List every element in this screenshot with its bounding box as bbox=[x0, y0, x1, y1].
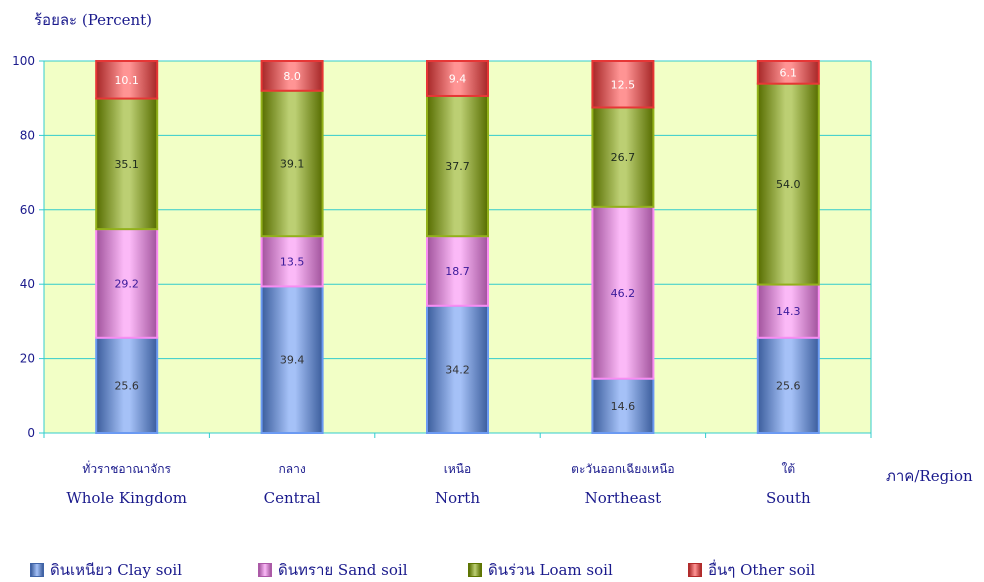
legend: ดินเหนียว Clay soil ดินทราย Sand soil ดินร… bbox=[30, 558, 984, 580]
data-label: 46.2 bbox=[611, 287, 636, 300]
legend-label: ดินเหนียว Clay soil bbox=[50, 561, 183, 579]
x-tick-label-english: South bbox=[765, 489, 811, 507]
bar-segment bbox=[95, 336, 159, 435]
bar-segment bbox=[756, 336, 820, 435]
bar-segment bbox=[260, 60, 324, 92]
data-label: 26.7 bbox=[611, 151, 636, 164]
data-label: 8.0 bbox=[283, 70, 301, 83]
bar-segment bbox=[756, 60, 820, 85]
x-tick-label-english: Central bbox=[263, 489, 321, 507]
x-tick-label-thai: ทั่วราชอาณาจักร bbox=[82, 462, 171, 476]
y-tick-label: 40 bbox=[20, 277, 35, 291]
x-tick-label-thai: ใต้ bbox=[781, 462, 796, 476]
legend-swatch bbox=[258, 563, 272, 577]
y-axis-title: ร้อยละ (Percent) bbox=[34, 11, 153, 29]
y-tick-label: 100 bbox=[12, 54, 35, 68]
data-label: 37.7 bbox=[445, 160, 470, 173]
bar-segment bbox=[756, 283, 820, 339]
legend-label: ดินทราย Sand soil bbox=[278, 561, 408, 579]
data-label: 6.1 bbox=[780, 66, 798, 79]
data-label: 9.4 bbox=[449, 72, 467, 85]
legend-swatch bbox=[30, 563, 44, 577]
legend-item: ดินทราย Sand soil bbox=[258, 558, 408, 582]
data-label: 39.4 bbox=[280, 354, 305, 367]
x-tick-label-thai: ตะวันออกเฉียงเหนือ bbox=[571, 462, 675, 476]
data-label: 25.6 bbox=[114, 379, 139, 392]
x-tick-label-english: North bbox=[434, 489, 480, 507]
data-label: 14.3 bbox=[776, 305, 801, 318]
legend-swatch bbox=[468, 563, 482, 577]
legend-item: อื่นๆ Other soil bbox=[688, 558, 815, 582]
data-label: 13.5 bbox=[280, 255, 305, 268]
data-label: 39.1 bbox=[280, 157, 305, 170]
x-tick-label-thai: กลาง bbox=[278, 462, 306, 476]
data-label: 14.6 bbox=[611, 400, 636, 413]
bar-segment bbox=[426, 304, 489, 434]
bar-segment bbox=[95, 228, 159, 339]
data-label: 18.7 bbox=[445, 265, 470, 278]
legend-label: ดินร่วน Loam soil bbox=[488, 561, 613, 579]
legend-label: อื่นๆ Other soil bbox=[708, 561, 816, 579]
data-label: 10.1 bbox=[114, 74, 139, 87]
data-label: 35.1 bbox=[114, 158, 139, 171]
bar-segment bbox=[591, 377, 655, 434]
bar-segment bbox=[426, 60, 489, 97]
x-tick-label-english: Northeast bbox=[584, 489, 662, 507]
legend-swatch bbox=[688, 563, 702, 577]
x-tick-label-thai: เหนือ bbox=[443, 462, 472, 476]
data-label: 12.5 bbox=[611, 78, 636, 91]
bar-segment bbox=[591, 205, 655, 380]
bar-segment bbox=[95, 60, 159, 100]
x-tick-label-english: Whole Kingdom bbox=[66, 489, 188, 507]
data-label: 25.6 bbox=[776, 379, 801, 392]
legend-item: ดินร่วน Loam soil bbox=[468, 558, 613, 582]
y-tick-label: 80 bbox=[20, 128, 35, 142]
bar-segment bbox=[260, 285, 324, 434]
data-label: 54.0 bbox=[776, 178, 801, 191]
bar-segment bbox=[591, 106, 655, 208]
x-axis-title: ภาค/Region bbox=[886, 467, 973, 485]
legend-item: ดินเหนียว Clay soil bbox=[30, 558, 182, 582]
data-label: 34.2 bbox=[445, 363, 470, 376]
y-tick-label: 0 bbox=[27, 426, 35, 440]
y-tick-label: 20 bbox=[20, 352, 35, 366]
bar-segment bbox=[260, 89, 324, 238]
bar-segment bbox=[95, 97, 159, 231]
y-tick-label: 60 bbox=[20, 203, 35, 217]
data-label: 29.2 bbox=[114, 277, 139, 290]
bar-segment bbox=[591, 60, 655, 109]
